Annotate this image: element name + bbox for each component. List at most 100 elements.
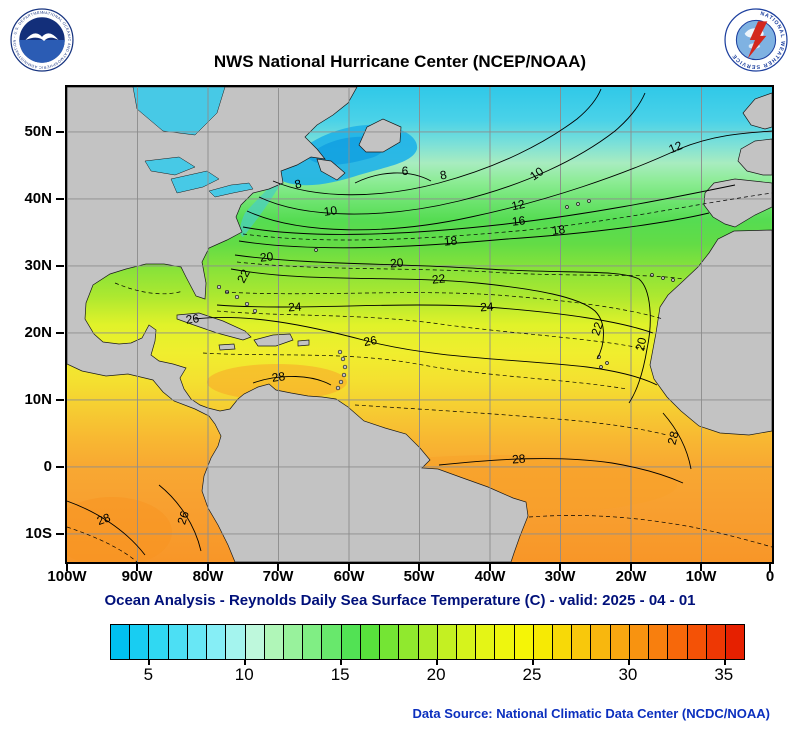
colorbar-cell [322, 625, 342, 659]
axis-tick [769, 564, 771, 571]
americas-landmass [66, 86, 529, 563]
lat-label: 10N [24, 391, 52, 408]
contour-label: 22 [234, 267, 253, 286]
iberia-land [703, 178, 773, 228]
axis-tick [630, 564, 632, 571]
contour-label: 10 [323, 203, 338, 219]
lon-label: 0 [765, 568, 775, 585]
hispaniola-island [253, 333, 294, 347]
colorbar-tickmark [148, 659, 151, 665]
axis-tick [700, 564, 702, 571]
colorbar-cell [187, 625, 208, 659]
page-title: NWS National Hurricane Center (NCEP/NOAA… [213, 52, 587, 71]
noaa-gull-icon [25, 33, 59, 42]
contour-label: 20 [259, 249, 274, 264]
colorbar-cell [130, 625, 150, 659]
axis-tick [418, 564, 420, 571]
colorbar-cell [437, 625, 457, 659]
bermuda-island [314, 248, 318, 252]
colorbar-tick-label: 30 [618, 665, 638, 684]
data-source-text: Data Source: National Climatic Data Cent… [412, 706, 770, 721]
colorbar-cell [341, 625, 361, 659]
nws-lightning-icon [747, 21, 768, 59]
colorbar-cell [591, 625, 611, 659]
lesser-antilles-islands [335, 349, 348, 391]
sst-map: 6 8 8 10 10 12 12 16 18 18 20 20 20 22 2… [52, 86, 773, 567]
colorbar-tick-label: 25 [522, 665, 542, 684]
colorbar-cell [495, 625, 515, 659]
axis-tick [56, 131, 64, 133]
contour-label: 8 [293, 176, 303, 191]
great-lakes-3 [208, 182, 254, 198]
axis-tick [56, 399, 64, 401]
contour-label: 28 [665, 429, 682, 446]
lon-label: 40W [474, 568, 506, 585]
colorbar-tickmark [244, 659, 247, 665]
nova-scotia [316, 158, 346, 181]
contour-label: 12 [510, 197, 526, 214]
colorbar-cell [476, 625, 496, 659]
lon-label: 50W [403, 568, 435, 585]
contour-label: 22 [588, 320, 606, 337]
noaa-seal-sea [19, 40, 65, 63]
lat-label: 50N [24, 123, 52, 140]
axis-tick [348, 564, 350, 571]
colorbar-cell [629, 625, 650, 659]
great-lakes [144, 156, 196, 176]
contour-label: 28 [271, 369, 286, 385]
colorbar-tick-label: 35 [714, 665, 734, 684]
colorbar-cell [610, 625, 630, 659]
colorbar-cell [149, 625, 169, 659]
colorbar-tickmark [723, 659, 726, 665]
contour-label: 16 [511, 213, 526, 228]
axis-tick [559, 564, 561, 571]
colorbar-cell [303, 625, 323, 659]
contour-labels: 6 8 8 10 10 12 12 16 18 18 20 20 20 22 2… [95, 138, 685, 528]
colorbar-cell [726, 625, 745, 659]
axis-tick [489, 564, 491, 571]
contour-label: 26 [363, 333, 379, 349]
contour-label: 18 [551, 222, 566, 238]
contour-label: 12 [667, 138, 685, 156]
isotherm-lines-dashed [66, 192, 773, 563]
colorbar-tickmark [436, 659, 439, 665]
lon-label: 100W [47, 568, 87, 585]
axis-tick [56, 332, 64, 334]
canary-islands [650, 273, 675, 282]
contour-label: 22 [431, 271, 446, 286]
colorbar-cell [264, 625, 284, 659]
contour-label: 28 [512, 452, 527, 467]
lon-label: 80W [192, 568, 224, 585]
axis-tick [56, 265, 64, 267]
contour-label: 28 [95, 510, 113, 528]
lon-label: 20W [615, 568, 647, 585]
jamaica-island [218, 343, 236, 351]
colorbar-cell [572, 625, 592, 659]
colorbar-tickmark [532, 659, 534, 665]
puerto-rico-island [297, 339, 310, 347]
contour-label: 24 [480, 300, 494, 315]
map-subtitle: Ocean Analysis - Reynolds Daily Sea Surf… [104, 592, 696, 609]
colorbar-cell [168, 625, 188, 659]
colorbar-cell [514, 625, 534, 659]
great-lakes-2 [170, 170, 220, 194]
colorbar-cell [207, 625, 227, 659]
cape-verde-islands [597, 355, 609, 369]
colorbar-cell [245, 625, 265, 659]
colorbar-cell [553, 625, 573, 659]
colorbar-cell [706, 625, 726, 659]
contour-label: 8 [439, 168, 448, 183]
lat-label: 20N [24, 324, 52, 341]
axis-tick [207, 564, 209, 571]
newfoundland-island [358, 118, 402, 153]
lat-label: 30N [24, 257, 52, 274]
colorbar-cell [668, 625, 688, 659]
colorbar-cell [360, 625, 381, 659]
isotherm-lines-solid [66, 88, 773, 556]
lon-label: 90W [121, 568, 153, 585]
colorbar-cell [687, 625, 707, 659]
colorbar-tickmark [340, 659, 343, 665]
axis-tick [66, 564, 68, 571]
colorbar-cell [418, 625, 438, 659]
